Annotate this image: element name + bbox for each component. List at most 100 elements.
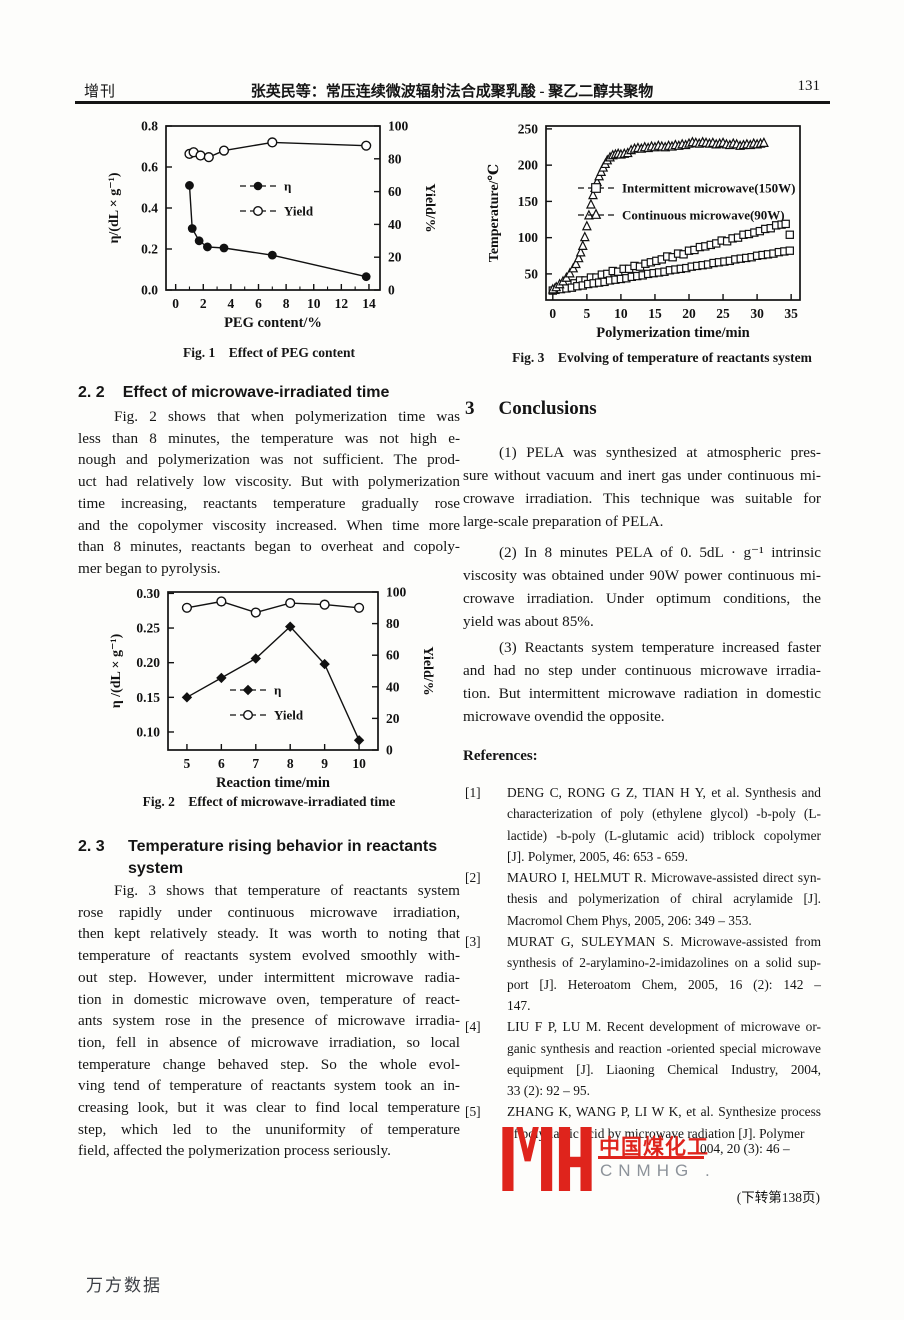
conclusion-paragraph-2: (2) In 8 minutes PELA of 0. 5dL · g⁻¹ in…	[463, 544, 821, 630]
section-3-title: Conclusions	[498, 398, 597, 419]
fig1-caption: Fig. 1 Effect of PEG content	[182, 345, 356, 360]
svg-text:8: 8	[287, 756, 294, 771]
header-page-number: 131	[797, 78, 821, 94]
svg-text:0.2: 0.2	[141, 242, 158, 257]
fig2-chart: 5 6 7 8 9 10 0.10 0.15 0.20 0.25 0.30 0 20 40 60 80 100 R…	[109, 585, 435, 792]
svg-text:Yield: Yield	[284, 204, 314, 219]
svg-text:0.30: 0.30	[136, 586, 160, 601]
reference-item: [1] DENG C, RONG G Z, TIAN H Y, et al. Sy…	[465, 785, 821, 864]
svg-text:0.4: 0.4	[141, 201, 158, 216]
svg-text:Intermittent microwave(150W): Intermittent microwave(150W)	[622, 181, 795, 196]
svg-text:80: 80	[386, 616, 400, 631]
svg-text:η: η	[284, 179, 291, 194]
svg-text:2: 2	[200, 296, 207, 311]
svg-text:Temperature/℃: Temperature/℃	[487, 164, 502, 263]
svg-text:5: 5	[184, 756, 191, 771]
section-2-3-title-line1: Temperature rising behavior in reactants	[128, 838, 438, 855]
svg-text:14: 14	[362, 296, 376, 311]
svg-text:Continuous microwave(90W): Continuous microwave(90W)	[622, 208, 785, 223]
svg-text:0: 0	[172, 296, 179, 311]
svg-text:10: 10	[614, 306, 628, 321]
svg-text:Yield/%: Yield/%	[420, 646, 435, 695]
svg-text:40: 40	[386, 679, 400, 694]
reference-5-visible-fragment: 004, 20 (3): 46 –	[700, 1141, 790, 1156]
fig3-chart: 0 5 10 15 20 25 30 35 50 100 150 200 250 Polymerizati…	[487, 121, 801, 341]
references-list: [1] DENG C, RONG G Z, TIAN H Y, et al. Sy…	[463, 782, 821, 1144]
section-2-3-heading: 2. 3 Temperature rising behavior in reac…	[78, 836, 460, 880]
svg-text:5: 5	[583, 306, 590, 321]
svg-text:20: 20	[386, 711, 400, 726]
section-2-2-paragraph: Fig. 2 shows that when polymerization ti…	[78, 408, 460, 577]
header-running-title: 张英民等：常压连续微波辐射法合成聚乳酸 - 聚乙二醇共聚物	[250, 84, 654, 100]
svg-text:η: η	[274, 683, 281, 698]
fig3-caption: Fig. 3 Evolving of temperature of reacta…	[512, 350, 812, 365]
continued-on-page-note: (下转第138页)	[736, 1190, 820, 1205]
svg-text:0: 0	[549, 306, 556, 321]
svg-text:0.6: 0.6	[141, 160, 158, 175]
svg-text:100: 100	[388, 119, 409, 134]
svg-text:Polymerization time/min: Polymerization time/min	[596, 325, 749, 341]
reference-item: [3] MURAT G, SULEYMAN S. Microwave-assist…	[465, 934, 821, 1013]
references-heading: References:	[463, 748, 538, 764]
svg-text:30: 30	[750, 306, 764, 321]
svg-text:η /(dL × g⁻¹): η /(dL × g⁻¹)	[109, 633, 124, 708]
section-2-3-title-line2: system	[128, 860, 184, 877]
watermark-latin-text: CNMHG .	[600, 1161, 716, 1180]
svg-text:0.25: 0.25	[136, 621, 160, 636]
svg-text:7: 7	[252, 756, 259, 771]
svg-text:50: 50	[525, 266, 539, 281]
svg-text:10: 10	[307, 296, 321, 311]
svg-text:0.0: 0.0	[141, 283, 158, 298]
svg-text:0: 0	[386, 743, 393, 758]
svg-text:150: 150	[518, 194, 539, 209]
header-journal-label: 增刊	[84, 84, 117, 100]
svg-text:4: 4	[228, 296, 235, 311]
svg-text:0.15: 0.15	[136, 690, 160, 705]
svg-text:15: 15	[648, 306, 662, 321]
svg-text:100: 100	[518, 230, 539, 245]
svg-text:25: 25	[716, 306, 730, 321]
svg-text:10: 10	[352, 756, 366, 771]
svg-text:0: 0	[388, 283, 395, 298]
svg-text:6: 6	[218, 756, 225, 771]
svg-text:12: 12	[335, 296, 349, 311]
svg-text:Reaction time/min: Reaction time/min	[216, 775, 330, 791]
svg-text:200: 200	[518, 158, 539, 173]
svg-text:Yield/%: Yield/%	[422, 183, 437, 232]
section-2-2-title: Effect of microwave-irradiated time	[122, 384, 390, 401]
watermark-chinese-text: 中国煤化工	[599, 1136, 709, 1159]
svg-text:η/(dL × g⁻¹): η/(dL × g⁻¹)	[107, 172, 122, 243]
svg-text:6: 6	[255, 296, 262, 311]
svg-text:0.10: 0.10	[136, 724, 160, 739]
svg-text:250: 250	[518, 121, 539, 136]
fig2-caption: Fig. 2 Effect of microwave-irradiated ti…	[142, 794, 396, 809]
svg-text:Yield: Yield	[274, 708, 304, 723]
reference-item: [4] LIU F P, LU M. Recent development of …	[465, 1019, 821, 1099]
watermark-underline	[598, 1156, 704, 1159]
svg-text:80: 80	[388, 151, 402, 166]
section-2-3-number: 2. 3	[78, 838, 105, 855]
svg-text:60: 60	[388, 184, 402, 199]
svg-text:20: 20	[682, 306, 696, 321]
section-3-heading: 3 Conclusions	[465, 398, 597, 420]
svg-text:0.8: 0.8	[141, 119, 158, 134]
cnmhg-watermark-logo	[502, 1127, 592, 1191]
svg-text:0.20: 0.20	[136, 655, 160, 670]
fig1-chart: 0 2 4 6 8 10 12 14 0.0 0.2 0.4 0.6 0.8 0 20 40 60 80 100 PE…	[107, 119, 437, 332]
svg-text:100: 100	[386, 585, 407, 600]
svg-text:40: 40	[388, 217, 402, 232]
svg-text:20: 20	[388, 250, 402, 265]
reference-item: [2] MAURO I, HELMUT R. Microwave-assisted…	[465, 870, 821, 928]
svg-text:35: 35	[784, 306, 798, 321]
conclusion-paragraph-1: (1) PELA was synthesized at atmospheric …	[463, 444, 821, 530]
section-2-2-number: 2. 2	[78, 384, 105, 401]
section-2-3-paragraph: Fig. 3 shows that temperature of reactan…	[78, 882, 460, 1160]
svg-text:PEG content/%: PEG content/%	[224, 315, 322, 331]
section-2-2-heading: 2. 2 Effect of microwave-irradiated time	[78, 382, 460, 404]
svg-text:8: 8	[283, 296, 290, 311]
wanfang-data-mark: 万方数据	[86, 1276, 162, 1295]
section-3-number: 3	[465, 398, 475, 419]
svg-text:60: 60	[386, 648, 400, 663]
conclusion-paragraph-3: (3) Reactants system temperature increas…	[463, 639, 821, 725]
